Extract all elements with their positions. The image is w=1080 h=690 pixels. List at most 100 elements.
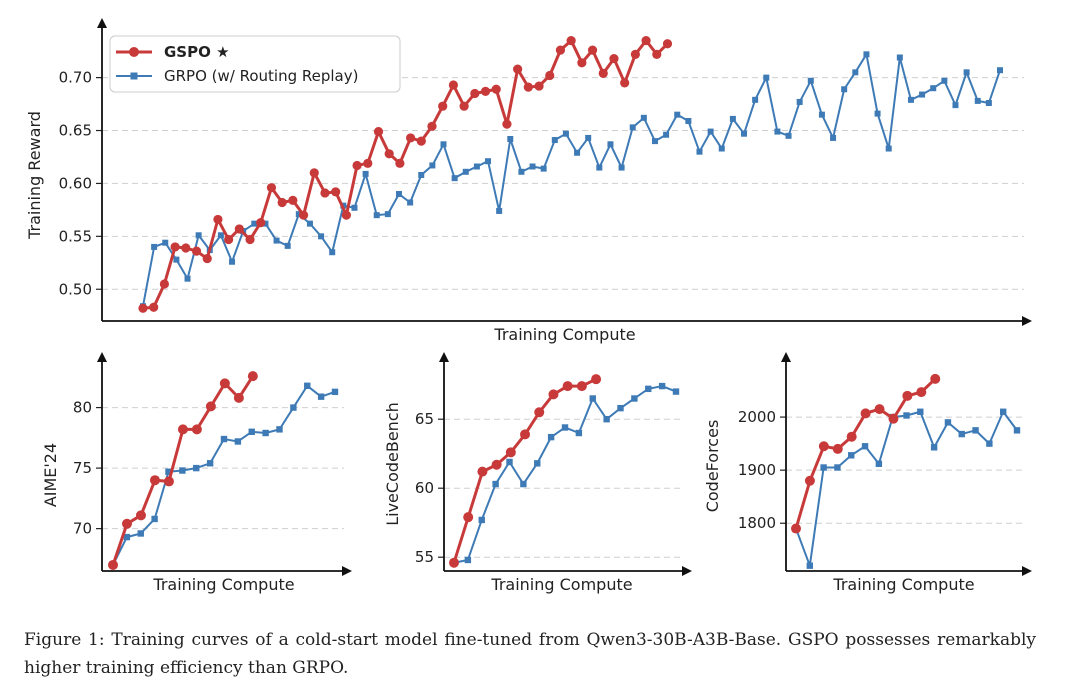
data-point	[796, 98, 803, 105]
data-point	[234, 224, 244, 234]
data-point	[470, 88, 480, 99]
data-point	[852, 69, 859, 76]
legend-label-gspo: GSPO ★	[164, 43, 230, 61]
data-point	[577, 58, 587, 68]
legend: GSPO ★ GRPO (w/ Routing Replay)	[109, 35, 401, 93]
data-point	[804, 475, 815, 486]
data-point	[609, 53, 619, 64]
data-point	[491, 84, 501, 94]
data-point	[276, 426, 283, 433]
data-point	[317, 393, 325, 400]
y-axis-arrow	[439, 352, 449, 362]
data-point	[574, 149, 581, 156]
data-point	[462, 168, 469, 175]
data-point	[492, 480, 499, 488]
data-point	[562, 381, 573, 392]
legend-label-grpo: GRPO (w/ Routing Replay)	[164, 67, 358, 85]
data-point	[363, 158, 373, 168]
data-point	[774, 128, 781, 135]
data-point	[741, 130, 748, 137]
data-point	[930, 444, 938, 451]
data-point	[179, 467, 186, 474]
data-point	[520, 429, 531, 440]
data-point	[463, 512, 474, 523]
y-axis-title: CodeForces	[703, 420, 722, 513]
series-grpo	[792, 408, 1021, 569]
data-point	[930, 373, 941, 384]
data-point	[290, 404, 297, 411]
legend-box	[109, 35, 401, 93]
data-point	[617, 404, 624, 412]
data-point	[603, 416, 610, 423]
data-point	[685, 118, 692, 125]
data-point	[384, 149, 394, 159]
y-tick-label: 0.70	[59, 69, 92, 87]
chart-lcb: 55 60 65 Training Compute LiveCodeBench	[383, 352, 692, 594]
y-axis-title: LiveCodeBench	[383, 402, 402, 526]
data-point	[986, 440, 993, 447]
data-point	[785, 132, 792, 139]
data-point	[674, 111, 681, 118]
data-point	[480, 86, 491, 96]
y-tick-label: 0.65	[59, 122, 92, 140]
data-point	[888, 413, 899, 424]
data-point	[916, 387, 927, 398]
data-point	[362, 170, 369, 177]
data-point	[591, 374, 602, 385]
x-axis-title: Training Compute	[490, 575, 632, 594]
data-point	[341, 210, 351, 220]
data-point	[295, 211, 302, 218]
data-point	[373, 126, 384, 137]
data-point	[165, 468, 172, 475]
data-point	[451, 175, 458, 182]
data-point	[952, 102, 959, 109]
data-point	[958, 430, 965, 438]
data-point	[491, 459, 502, 470]
data-point	[195, 232, 202, 239]
data-point	[523, 82, 533, 92]
data-point	[219, 378, 230, 389]
figure-caption: Figure 1: Training curves of a cold-star…	[24, 630, 1036, 678]
data-point	[874, 404, 885, 415]
data-point	[373, 212, 380, 219]
y-tick-label: 2000	[738, 408, 776, 426]
data-point	[1013, 427, 1021, 434]
data-point	[917, 408, 924, 415]
data-point	[477, 466, 488, 477]
data-point	[496, 207, 503, 214]
data-point	[170, 242, 180, 252]
y-tick-label: 55	[415, 548, 434, 566]
data-point	[529, 163, 536, 170]
data-point	[205, 401, 216, 412]
y-axis-title: Training Reward	[25, 111, 44, 240]
data-point	[416, 136, 426, 146]
data-point	[352, 160, 362, 171]
data-point	[162, 239, 169, 246]
data-point	[438, 101, 448, 111]
data-point	[191, 424, 202, 435]
data-point	[318, 233, 325, 240]
data-point	[997, 67, 1003, 74]
data-point	[331, 187, 341, 197]
data-point	[885, 145, 892, 152]
series-line	[112, 384, 336, 566]
data-point	[555, 45, 566, 55]
data-point	[138, 303, 148, 313]
data-point	[575, 429, 583, 437]
data-point	[589, 395, 596, 402]
data-point	[874, 110, 881, 117]
x-axis-title: Training Compute	[152, 575, 294, 594]
data-point	[123, 533, 131, 541]
y-tick-label: 70	[73, 520, 92, 538]
data-point	[818, 441, 829, 452]
data-point	[561, 424, 569, 431]
data-point	[137, 530, 144, 537]
y-axis-arrow	[97, 352, 107, 362]
data-point	[288, 195, 298, 205]
data-point	[181, 243, 191, 253]
data-point	[972, 427, 979, 434]
data-point	[640, 114, 647, 121]
data-point	[217, 232, 224, 239]
data-point	[540, 165, 547, 172]
data-point	[941, 77, 948, 84]
